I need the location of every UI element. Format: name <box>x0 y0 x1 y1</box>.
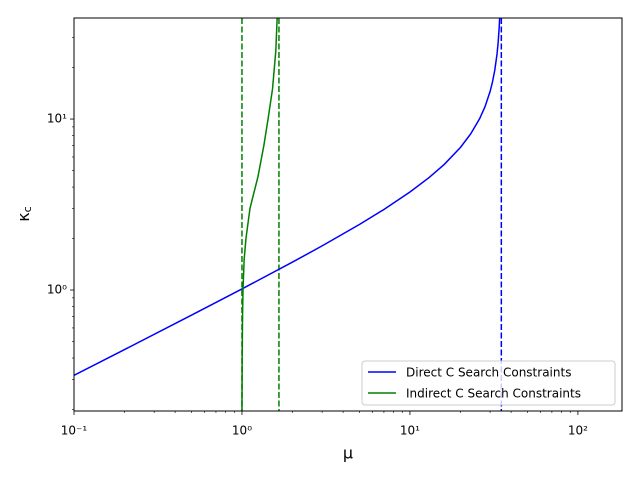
x-tick-label: 10⁻¹ <box>61 424 88 438</box>
x-tick-label: 10⁰ <box>232 424 252 438</box>
series-line <box>241 18 278 411</box>
x-axis-label: μ <box>343 444 353 463</box>
x-tick-label: 10¹ <box>400 424 420 438</box>
legend-label: Indirect C Search Constraints <box>406 387 581 401</box>
y-tick-label: 10¹ <box>47 112 67 126</box>
axes-frame <box>73 17 623 412</box>
plot-area <box>74 18 503 411</box>
x-tick-label: 10² <box>568 424 588 438</box>
legend: Direct C Search Constraints Indirect C Se… <box>361 360 616 406</box>
y-axis-label: κc <box>14 206 35 222</box>
series-line <box>74 18 501 377</box>
legend-box <box>361 360 616 406</box>
axes: 10⁻¹ 10⁰ 10¹ 10² 10⁰ 10¹ <box>47 37 588 438</box>
legend-label: Direct C Search Constraints <box>406 366 571 380</box>
y-tick-label: 10⁰ <box>47 283 67 297</box>
